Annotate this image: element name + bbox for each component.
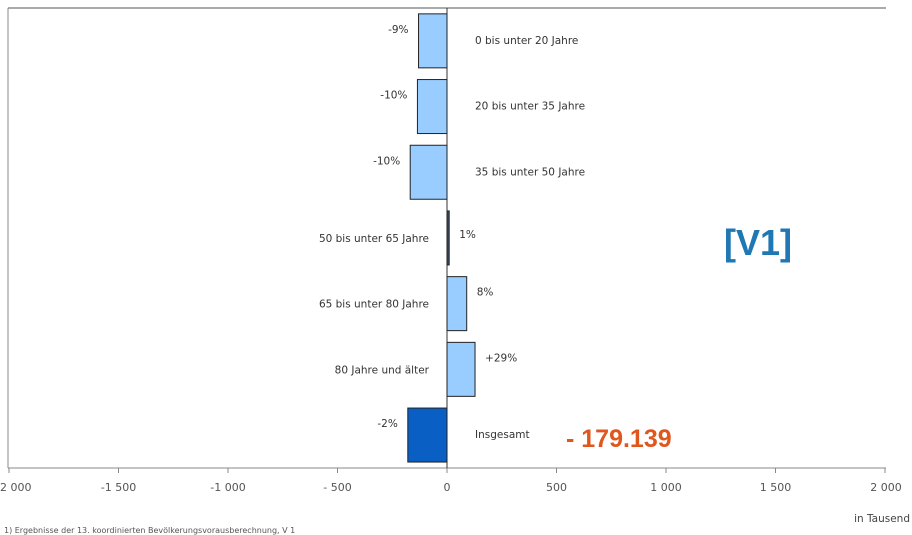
x-tick-label: 0 bbox=[444, 481, 451, 494]
x-tick-label: -1 500 bbox=[101, 481, 136, 494]
bar bbox=[409, 144, 448, 200]
x-tick-label: -1 000 bbox=[210, 481, 245, 494]
bar bbox=[418, 13, 448, 69]
x-tick-label: 500 bbox=[546, 481, 567, 494]
bar bbox=[416, 79, 448, 135]
category-label: 65 bis unter 80 Jahre bbox=[319, 299, 429, 311]
bar bbox=[446, 210, 450, 266]
x-axis-unit: in Tausend bbox=[854, 513, 910, 525]
category-label: 50 bis unter 65 Jahre bbox=[319, 233, 429, 245]
bar bbox=[446, 341, 476, 397]
bar bbox=[407, 407, 448, 463]
total-value: - 179.139 bbox=[566, 425, 672, 453]
percent-label: -10% bbox=[373, 155, 400, 167]
percent-label: -2% bbox=[377, 418, 397, 430]
category-label: Insgesamt bbox=[475, 429, 530, 441]
category-label: 0 bis unter 20 Jahre bbox=[475, 35, 578, 47]
category-label: 20 bis unter 35 Jahre bbox=[475, 101, 585, 113]
x-tick-label: 2 000 bbox=[870, 481, 902, 494]
percent-label: +29% bbox=[485, 352, 517, 364]
bar bbox=[446, 276, 468, 332]
x-tick-label: 2 000 bbox=[0, 481, 32, 494]
percent-label: -10% bbox=[380, 90, 407, 102]
category-label: 80 Jahre und älter bbox=[335, 364, 430, 376]
version-label: [V1] bbox=[724, 222, 793, 263]
x-tick-label: 1 000 bbox=[650, 481, 682, 494]
category-label: 35 bis unter 50 Jahre bbox=[475, 166, 585, 178]
x-tick-label: - 500 bbox=[323, 481, 351, 494]
percent-label: -9% bbox=[388, 24, 408, 36]
percent-label: 1% bbox=[459, 229, 476, 241]
percent-label: 8% bbox=[477, 287, 494, 299]
footnote: 1) Ergebnisse der 13. koordinierten Bevö… bbox=[4, 526, 296, 535]
x-tick-label: 1 500 bbox=[760, 481, 792, 494]
